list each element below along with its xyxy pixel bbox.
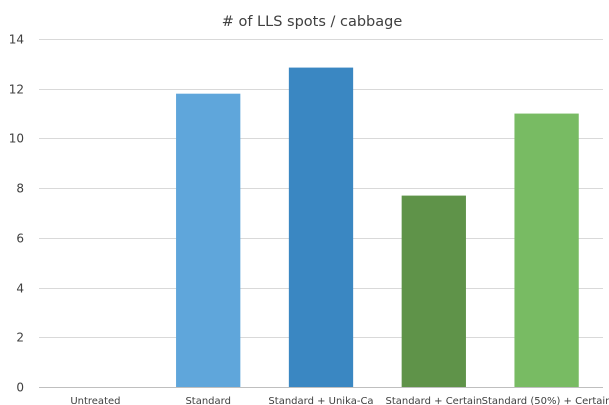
bars <box>176 67 579 388</box>
x-category-label: Untreated <box>70 396 120 405</box>
x-category-label: Standard + Unika-Ca <box>268 396 373 405</box>
bar-1 <box>176 93 241 387</box>
y-tick-label: 12 <box>9 83 24 97</box>
x-category-label: Standard <box>185 396 231 405</box>
y-axis-ticks: 0 2 4 6 8 10 12 14 <box>9 33 24 395</box>
bar-3 <box>401 195 466 387</box>
x-category-label: Standard + Certain <box>385 396 482 405</box>
y-tick-label: 2 <box>16 331 24 345</box>
y-tick-label: 0 <box>16 381 24 395</box>
bar-4 <box>514 113 579 388</box>
y-tick-label: 10 <box>9 132 24 146</box>
x-category-label: Standard (50%) + Certain <box>482 396 609 405</box>
chart-title: # of LLS spots / cabbage <box>222 14 403 30</box>
x-axis-labels: Untreated Standard Standard + Unika-Ca Stan… <box>70 396 609 405</box>
y-tick-label: 6 <box>16 232 24 246</box>
y-tick-label: 14 <box>9 33 24 47</box>
y-tick-label: 4 <box>16 282 24 296</box>
bar-2 <box>288 67 354 387</box>
y-tick-label: 8 <box>16 182 24 196</box>
